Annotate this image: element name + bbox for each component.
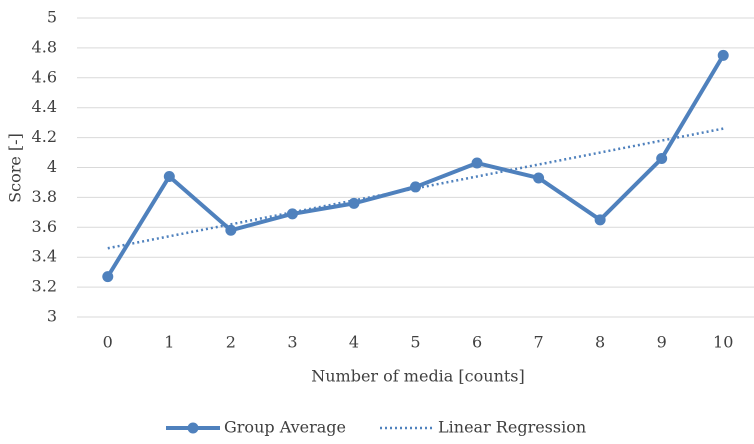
data-point <box>410 181 421 193</box>
y-tick-label: 5 <box>47 8 57 27</box>
series-line <box>106 54 725 278</box>
x-tick-label: 2 <box>226 333 236 352</box>
y-tick-label: 3.8 <box>32 187 57 206</box>
legend-label: Linear Regression <box>438 418 586 437</box>
y-tick-label: 3.2 <box>32 277 57 296</box>
data-point <box>225 224 237 236</box>
y-tick-label: 4 <box>47 157 57 176</box>
y-tick-label: 3.6 <box>32 217 57 236</box>
x-tick-label: 3 <box>287 333 297 352</box>
data-point <box>102 271 114 283</box>
y-tick-label: 4.6 <box>32 67 57 86</box>
data-point <box>163 170 175 182</box>
x-tick-label: 10 <box>713 333 733 352</box>
x-axis-title: Number of media [counts] <box>311 367 525 386</box>
data-point <box>533 172 545 184</box>
x-tick-label: 6 <box>472 333 482 352</box>
y-tick-label: 4.2 <box>32 127 57 146</box>
x-tick-label: 1 <box>164 333 174 352</box>
y-tick-label: 4.4 <box>32 97 57 116</box>
data-point <box>471 157 483 169</box>
legend-marker <box>187 422 199 434</box>
x-tick-label: 8 <box>595 333 605 352</box>
x-tick-label: 5 <box>410 333 420 352</box>
legend-label: Group Average <box>224 418 346 437</box>
x-tick-label: 7 <box>533 333 543 352</box>
y-axis-title: Score [-] <box>6 133 25 203</box>
x-tick-label: 4 <box>349 333 359 352</box>
data-point <box>656 153 668 165</box>
data-point <box>594 214 606 226</box>
x-tick-label: 9 <box>657 333 667 352</box>
x-tick-label: 0 <box>103 333 113 352</box>
y-tick-label: 3.4 <box>32 247 57 266</box>
y-tick-label: 4.8 <box>32 37 57 56</box>
data-point <box>286 208 298 220</box>
data-point <box>717 49 729 61</box>
y-tick-label: 3 <box>47 307 57 326</box>
data-point <box>348 197 360 209</box>
